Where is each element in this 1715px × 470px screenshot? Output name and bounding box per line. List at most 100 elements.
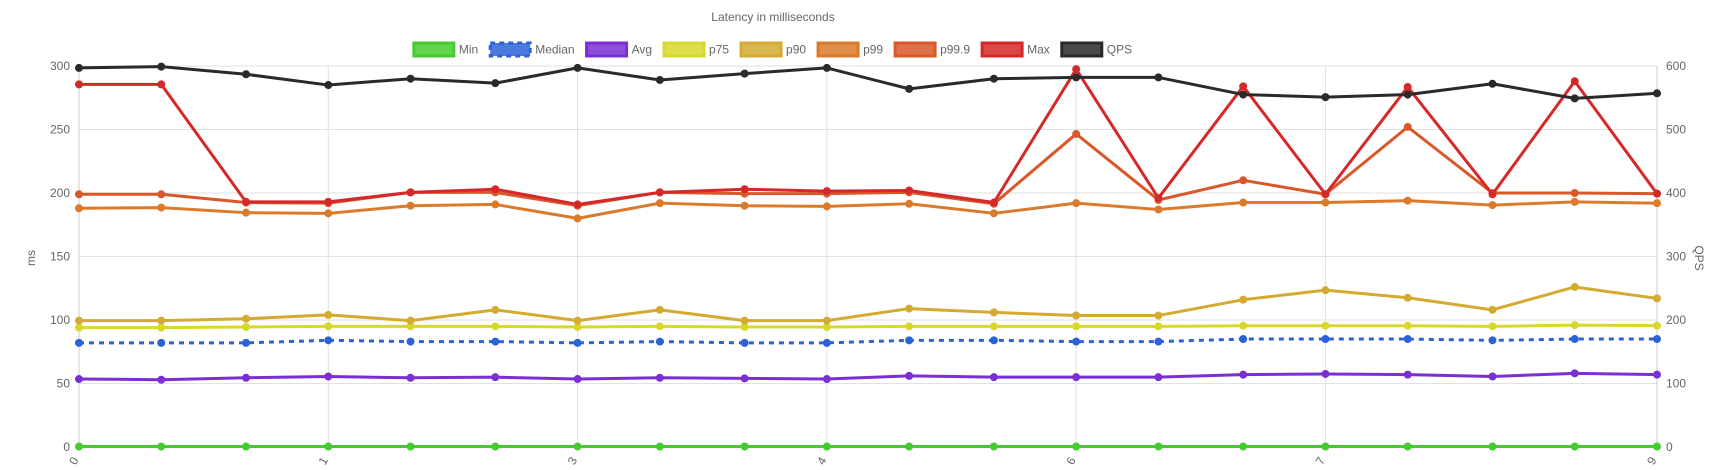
data-point-avg[interactable] <box>1154 373 1163 382</box>
data-point-min[interactable] <box>1488 442 1497 451</box>
legend-item-avg[interactable]: Avg <box>585 41 652 58</box>
data-point-max[interactable] <box>242 197 251 206</box>
data-point-median[interactable] <box>1653 335 1661 344</box>
data-point-min[interactable] <box>1321 442 1330 451</box>
legend-item-median[interactable]: Median <box>488 41 575 58</box>
data-point-qps[interactable] <box>740 69 749 78</box>
data-point-qps[interactable] <box>1403 90 1412 99</box>
data-point-p75[interactable] <box>905 322 914 331</box>
data-point-qps[interactable] <box>822 63 831 72</box>
data-point-max[interactable] <box>655 188 664 197</box>
data-point-min[interactable] <box>406 442 415 451</box>
data-point-p75[interactable] <box>1570 321 1579 330</box>
data-point-qps[interactable] <box>1239 90 1248 99</box>
data-point-median[interactable] <box>1154 337 1163 346</box>
data-point-avg[interactable] <box>1488 372 1497 381</box>
data-point-median[interactable] <box>740 338 749 347</box>
data-point-median[interactable] <box>1072 337 1081 346</box>
data-point-p90[interactable] <box>75 316 83 325</box>
data-point-p99[interactable] <box>157 203 166 212</box>
legend[interactable]: Min Median Avg p75 p90 p99 p99.9 Max QPS <box>412 41 1132 58</box>
data-point-p90[interactable] <box>1570 282 1579 291</box>
data-point-min[interactable] <box>1570 442 1579 451</box>
data-point-avg[interactable] <box>324 372 333 381</box>
data-point-p75[interactable] <box>1154 322 1163 331</box>
data-point-min[interactable] <box>905 442 914 451</box>
data-point-avg[interactable] <box>989 373 998 382</box>
data-point-p99[interactable] <box>1154 205 1163 214</box>
legend-item-qps[interactable]: QPS <box>1060 41 1132 58</box>
legend-item-min[interactable]: Min <box>412 41 478 58</box>
data-point-median[interactable] <box>1570 335 1579 344</box>
data-point-median[interactable] <box>406 337 415 346</box>
data-point-p90[interactable] <box>242 314 251 323</box>
data-point-p99[interactable] <box>655 199 664 208</box>
data-point-p90[interactable] <box>1072 311 1081 320</box>
data-point-avg[interactable] <box>573 375 582 384</box>
data-point-max[interactable] <box>1653 189 1661 198</box>
data-point-avg[interactable] <box>75 375 83 384</box>
data-point-qps[interactable] <box>1321 93 1330 102</box>
data-point-avg[interactable] <box>905 371 914 380</box>
data-point-p99-9[interactable] <box>1403 122 1412 131</box>
data-point-avg[interactable] <box>1570 369 1579 378</box>
data-point-p75[interactable] <box>491 322 500 331</box>
data-point-p99[interactable] <box>1488 201 1497 210</box>
data-point-max[interactable] <box>406 188 415 197</box>
data-point-p90[interactable] <box>324 310 333 319</box>
data-point-p75[interactable] <box>989 322 998 331</box>
data-point-min[interactable] <box>1653 442 1661 451</box>
data-point-p99-9[interactable] <box>1570 189 1579 197</box>
data-point-p99[interactable] <box>1239 198 1248 207</box>
data-point-p99[interactable] <box>324 209 333 218</box>
data-point-p99[interactable] <box>75 204 83 213</box>
data-point-p90[interactable] <box>655 305 664 314</box>
data-point-p99-9[interactable] <box>1239 176 1248 185</box>
data-point-p90[interactable] <box>1239 295 1248 304</box>
data-point-p90[interactable] <box>905 304 914 313</box>
data-point-p99[interactable] <box>1653 199 1661 208</box>
data-point-p99[interactable] <box>740 201 749 210</box>
data-point-p90[interactable] <box>491 305 500 314</box>
data-point-p75[interactable] <box>324 322 333 331</box>
data-point-p75[interactable] <box>1239 321 1248 330</box>
data-point-p75[interactable] <box>157 323 166 332</box>
data-point-median[interactable] <box>1321 335 1330 344</box>
data-point-max[interactable] <box>75 80 83 89</box>
data-point-p99[interactable] <box>1570 197 1579 206</box>
data-point-qps[interactable] <box>324 81 333 90</box>
data-point-p99[interactable] <box>573 214 582 223</box>
data-point-avg[interactable] <box>1403 370 1412 379</box>
data-point-max[interactable] <box>1403 82 1412 91</box>
data-point-qps[interactable] <box>406 74 415 83</box>
data-point-p99[interactable] <box>822 202 831 211</box>
data-point-p75[interactable] <box>655 322 664 331</box>
data-point-qps[interactable] <box>573 63 582 72</box>
data-point-max[interactable] <box>1488 190 1497 199</box>
data-point-p90[interactable] <box>1154 311 1163 320</box>
data-point-p99[interactable] <box>491 200 500 209</box>
data-point-avg[interactable] <box>242 373 251 382</box>
data-point-p90[interactable] <box>1321 286 1330 295</box>
data-point-min[interactable] <box>1154 442 1163 451</box>
data-point-qps[interactable] <box>905 84 914 93</box>
data-point-p90[interactable] <box>406 316 415 325</box>
data-point-qps[interactable] <box>1653 89 1661 98</box>
data-point-qps[interactable] <box>655 75 664 84</box>
data-point-median[interactable] <box>324 336 333 345</box>
data-point-p90[interactable] <box>822 316 831 325</box>
data-point-median[interactable] <box>157 338 166 347</box>
data-point-median[interactable] <box>242 338 251 347</box>
data-point-min[interactable] <box>157 442 166 451</box>
data-point-avg[interactable] <box>491 373 500 382</box>
data-point-p75[interactable] <box>1488 322 1497 331</box>
data-point-p99[interactable] <box>406 201 415 210</box>
data-point-avg[interactable] <box>740 374 749 383</box>
data-point-qps[interactable] <box>1154 73 1163 82</box>
legend-item-max[interactable]: Max <box>980 41 1050 58</box>
data-point-qps[interactable] <box>491 79 500 88</box>
data-point-p90[interactable] <box>1653 294 1661 303</box>
data-point-median[interactable] <box>75 338 83 347</box>
data-point-p75[interactable] <box>1653 321 1661 330</box>
data-point-max[interactable] <box>740 185 749 194</box>
